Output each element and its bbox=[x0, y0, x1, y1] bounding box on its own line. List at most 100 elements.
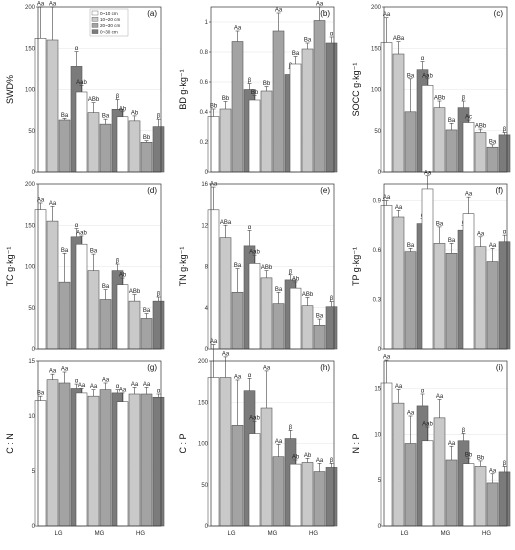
significance-label: Aa bbox=[49, 201, 57, 207]
bar bbox=[207, 209, 220, 350]
x-tick-label: LG bbox=[400, 531, 408, 537]
significance-label: Aa bbox=[383, 195, 391, 201]
significance-label: Aa bbox=[78, 383, 86, 389]
significance-label: α bbox=[75, 223, 79, 229]
bar bbox=[301, 48, 314, 173]
significance-label: Ba bbox=[448, 118, 456, 124]
panel-label: (e) bbox=[320, 186, 330, 195]
significance-label: Aa bbox=[395, 384, 403, 390]
significance-label: ABb bbox=[129, 289, 141, 295]
bar bbox=[325, 306, 338, 350]
bar bbox=[462, 463, 475, 527]
bar bbox=[272, 303, 285, 350]
significance-label: Aa bbox=[119, 387, 127, 393]
bar bbox=[380, 382, 393, 527]
bar bbox=[325, 467, 338, 527]
significance-label: Bb bbox=[465, 453, 473, 459]
bar bbox=[313, 324, 326, 350]
legend-entry: 10~20 cm bbox=[100, 17, 120, 22]
bar bbox=[433, 107, 446, 173]
plot-area bbox=[384, 184, 507, 349]
significance-label: Aab bbox=[76, 80, 87, 86]
y-tick-label: 0.9 bbox=[373, 199, 382, 205]
significance-label: Aa bbox=[37, 2, 45, 8]
bar bbox=[116, 401, 129, 527]
bar bbox=[231, 291, 244, 350]
significance-label: Ac bbox=[465, 115, 472, 121]
plot-area bbox=[38, 361, 161, 526]
y-tick-label: 0 bbox=[378, 170, 382, 176]
significance-label: Aa bbox=[465, 192, 473, 198]
significance-label: Aa bbox=[143, 382, 151, 388]
y-tick-label: 15 bbox=[28, 359, 35, 365]
bar bbox=[289, 63, 302, 173]
significance-label: Aa bbox=[275, 439, 283, 445]
y-tick-label: 100 bbox=[25, 88, 36, 94]
panel-frame bbox=[210, 183, 335, 350]
significance-label: Aab bbox=[76, 230, 87, 236]
significance-label: Ba bbox=[102, 284, 110, 290]
y-tick-label: 0 bbox=[32, 524, 36, 530]
x-tick-label: MG bbox=[95, 531, 105, 537]
significance-label: Bb bbox=[263, 81, 271, 87]
significance-label: Aa bbox=[210, 339, 218, 345]
significance-label: Ba bbox=[275, 287, 283, 293]
bar bbox=[272, 30, 285, 173]
bar bbox=[128, 300, 141, 350]
y-tick-label: 0 bbox=[378, 347, 382, 353]
bar bbox=[248, 99, 261, 173]
significance-label: Ba bbox=[407, 243, 415, 249]
significance-label: ABb bbox=[261, 265, 273, 271]
bar bbox=[445, 129, 458, 173]
significance-label: Aa bbox=[316, 2, 324, 8]
significance-label: Ab bbox=[292, 455, 300, 461]
bar bbox=[75, 392, 88, 527]
significance-label: α bbox=[116, 384, 120, 390]
y-tick-label: 1 bbox=[205, 20, 209, 26]
y-tick-label: 0 bbox=[378, 524, 382, 530]
y-tick-label: 5 bbox=[378, 478, 382, 484]
bar bbox=[116, 284, 129, 350]
bar bbox=[34, 209, 47, 350]
significance-label: Aa bbox=[234, 26, 242, 32]
panel-label: (b) bbox=[320, 9, 330, 18]
y-axis-label: TP g·kg⁻¹ bbox=[351, 247, 361, 286]
panel-frame bbox=[37, 183, 162, 350]
significance-label: Aa bbox=[234, 374, 242, 380]
significance-label: ABb bbox=[434, 96, 446, 102]
panel-frame bbox=[210, 6, 335, 173]
bar bbox=[116, 116, 129, 173]
significance-label: Ab bbox=[119, 106, 127, 112]
significance-label: Aab bbox=[422, 73, 433, 79]
bar bbox=[207, 377, 220, 527]
y-tick-label: 0 bbox=[205, 347, 209, 353]
x-tick-label: MG bbox=[441, 531, 451, 537]
bar bbox=[140, 393, 153, 527]
bar bbox=[433, 417, 446, 527]
significance-label: Bb bbox=[143, 135, 151, 141]
bar bbox=[34, 400, 47, 527]
bar bbox=[58, 382, 71, 527]
significance-label: ABb bbox=[475, 124, 487, 130]
significance-label: Aab bbox=[249, 416, 260, 422]
significance-label: Aa bbox=[395, 205, 403, 211]
significance-label: Aa bbox=[383, 12, 391, 18]
y-tick-label: 0 bbox=[205, 170, 209, 176]
y-tick-label: 0 bbox=[205, 524, 209, 530]
bar bbox=[128, 393, 141, 527]
x-tick-label: LG bbox=[54, 531, 62, 537]
y-axis-label: SWD% bbox=[5, 75, 15, 104]
bar bbox=[421, 85, 434, 173]
y-axis-label: C : N bbox=[5, 433, 15, 454]
significance-label: Ab bbox=[304, 453, 312, 459]
bar bbox=[289, 287, 302, 350]
y-tick-label: 150 bbox=[25, 223, 36, 229]
y-tick-label: 100 bbox=[371, 88, 382, 94]
y-tick-label: 100 bbox=[198, 442, 209, 448]
panel-label: (c) bbox=[494, 9, 504, 18]
bar bbox=[140, 142, 153, 173]
y-tick-label: 200 bbox=[371, 5, 382, 11]
bar bbox=[498, 471, 511, 527]
